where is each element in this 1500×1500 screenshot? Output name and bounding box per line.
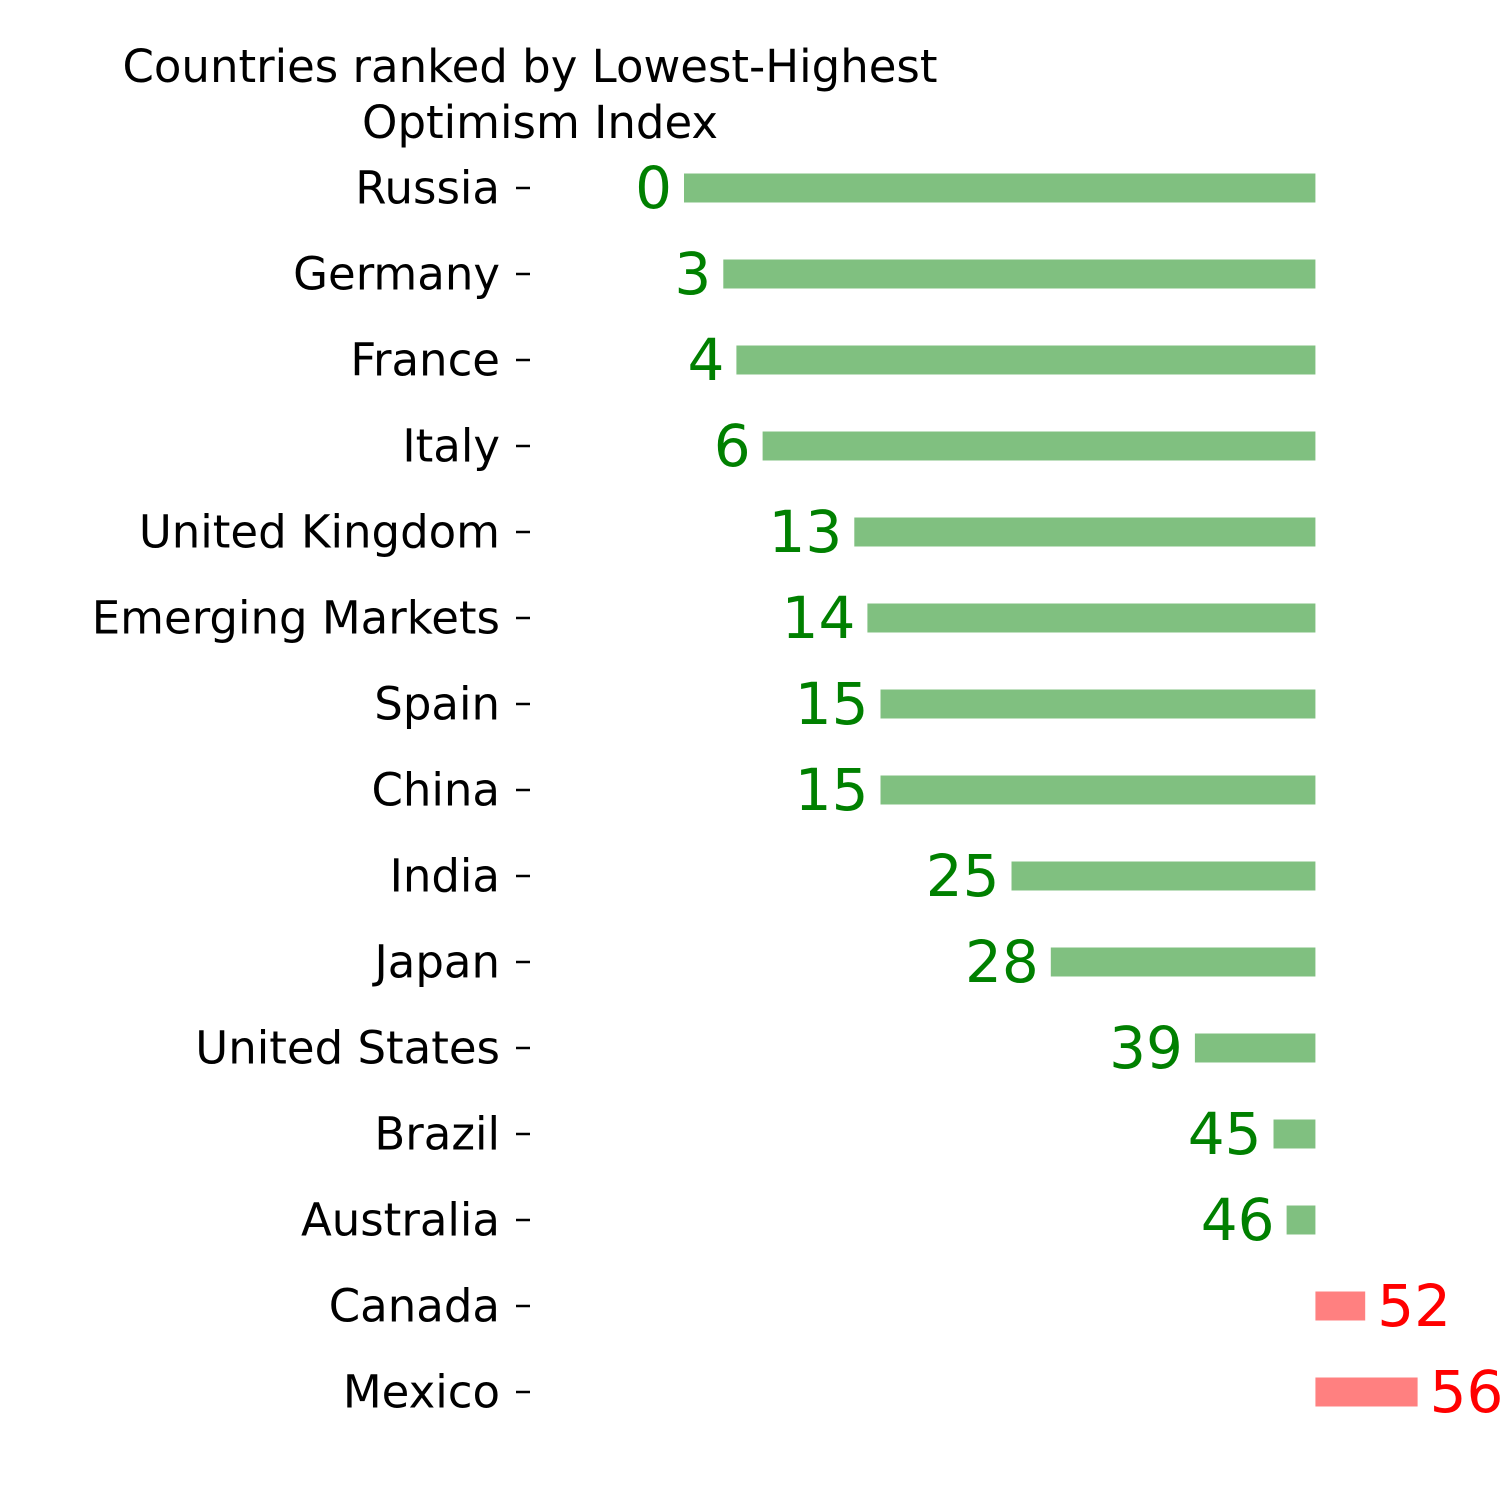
category-label-emerging-markets: Emerging Markets <box>92 592 500 645</box>
bar-emerging-markets <box>867 603 1316 633</box>
value-label-germany: 3 <box>674 240 711 308</box>
category-label-russia: Russia <box>355 162 500 215</box>
chart-title-line-1: Countries ranked by Lowest-Highest <box>122 40 937 93</box>
value-label-canada: 52 <box>1377 1272 1451 1340</box>
bar-france <box>736 345 1316 375</box>
category-label-brazil: Brazil <box>374 1108 500 1161</box>
bar-spain <box>880 689 1316 719</box>
value-label-france: 4 <box>687 326 724 394</box>
bars-group: Russia 0 Germany 3 France 4 Italy 6 United Kingd… <box>92 154 1500 1426</box>
bar-mexico <box>1315 1377 1418 1407</box>
value-label-united-states: 39 <box>1109 1014 1183 1082</box>
bar-brazil <box>1273 1119 1316 1149</box>
value-label-spain: 15 <box>795 670 869 738</box>
value-label-italy: 6 <box>714 412 751 480</box>
value-label-mexico: 56 <box>1430 1358 1500 1426</box>
value-label-australia: 46 <box>1201 1186 1275 1254</box>
bar-russia <box>684 173 1316 203</box>
value-label-emerging-markets: 14 <box>782 584 856 652</box>
value-label-brazil: 45 <box>1188 1100 1262 1168</box>
category-label-france: France <box>350 334 500 387</box>
bar-india <box>1011 861 1316 891</box>
value-label-united-kingdom: 13 <box>768 498 842 566</box>
category-label-spain: Spain <box>374 678 500 731</box>
bar-germany <box>723 259 1316 289</box>
bar-japan <box>1050 947 1316 977</box>
bar-italy <box>762 431 1316 461</box>
bar-china <box>880 775 1316 805</box>
value-label-japan: 28 <box>965 928 1039 996</box>
category-label-india: India <box>390 850 500 903</box>
bar-united-kingdom <box>854 517 1316 547</box>
bar-united-states <box>1194 1033 1316 1063</box>
category-label-china: China <box>371 764 500 817</box>
value-label-russia: 0 <box>635 154 672 222</box>
category-label-australia: Australia <box>301 1194 500 1247</box>
category-label-germany: Germany <box>293 248 500 301</box>
category-label-canada: Canada <box>329 1280 500 1333</box>
value-label-china: 15 <box>795 756 869 824</box>
category-label-united-kingdom: United Kingdom <box>139 506 500 559</box>
bar-canada <box>1315 1291 1366 1321</box>
category-label-italy: Italy <box>402 420 500 473</box>
chart-title-line-2: Optimism Index <box>362 96 718 149</box>
value-label-india: 25 <box>926 842 1000 910</box>
category-label-mexico: Mexico <box>343 1366 500 1419</box>
category-label-united-states: United States <box>195 1022 500 1075</box>
bar-australia <box>1286 1205 1316 1235</box>
category-label-japan: Japan <box>371 936 500 989</box>
